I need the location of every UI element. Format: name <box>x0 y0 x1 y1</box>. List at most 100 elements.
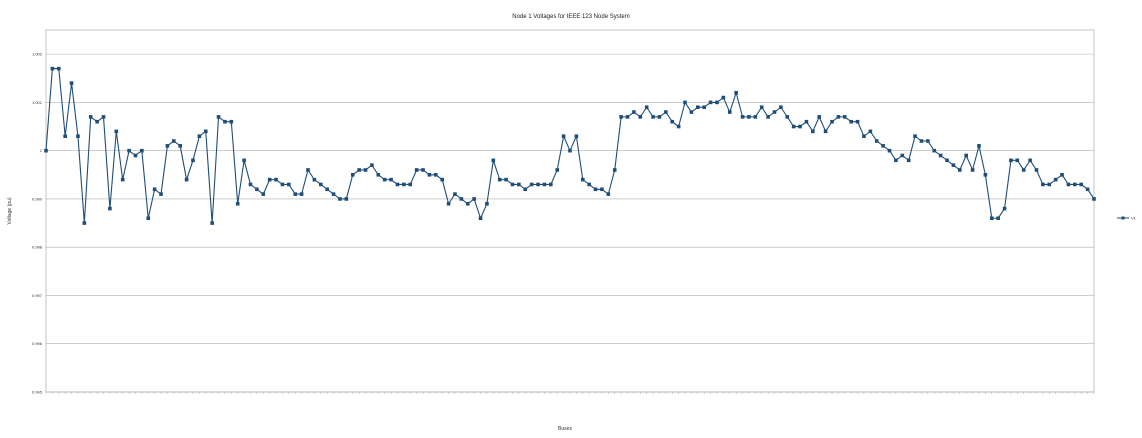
data-point <box>683 100 687 105</box>
y-tick-label: 1.001 <box>32 100 43 105</box>
legend: V1 <box>1117 216 1137 221</box>
data-point <box>772 110 777 114</box>
data-point <box>382 177 387 182</box>
data-point <box>593 187 598 192</box>
data-point <box>229 119 234 124</box>
data-point <box>325 187 329 192</box>
data-point <box>50 66 55 71</box>
data-point <box>849 119 853 124</box>
data-point <box>402 182 406 187</box>
y-tick-label: 1 <box>40 148 43 153</box>
data-point <box>497 177 502 182</box>
data-point <box>152 187 157 192</box>
data-point <box>836 115 841 119</box>
data-point <box>459 197 464 201</box>
data-point <box>779 105 783 110</box>
data-point <box>1009 158 1013 163</box>
data-point <box>1092 197 1096 201</box>
data-point <box>287 182 291 187</box>
data-point <box>56 66 61 71</box>
data-point <box>1041 182 1045 187</box>
data-point <box>344 197 349 201</box>
data-point <box>478 216 483 221</box>
data-point <box>127 148 131 153</box>
data-point <box>338 197 342 201</box>
data-point <box>427 173 432 177</box>
data-point <box>606 192 611 196</box>
data-point <box>331 192 336 196</box>
y-axis-ticks: 0.995 0.996 0.997 0.998 0.999 1 1.001 1.002 <box>32 52 43 395</box>
data-point <box>721 95 726 100</box>
data-point <box>510 182 515 187</box>
data-point <box>625 115 630 119</box>
data-point <box>389 177 393 182</box>
series-markers <box>44 66 1096 225</box>
data-point <box>274 177 278 182</box>
data-point <box>734 90 738 95</box>
data-point <box>370 163 374 167</box>
data-point <box>708 100 713 105</box>
data-point <box>881 144 885 148</box>
data-point <box>280 182 285 187</box>
data-point <box>676 124 681 129</box>
data-point <box>894 158 898 163</box>
y-tick-label: 1.002 <box>32 52 43 57</box>
data-point <box>395 182 400 187</box>
data-point <box>715 100 719 105</box>
data-point <box>913 134 917 138</box>
data-point <box>350 173 355 177</box>
legend-marker <box>1121 216 1125 220</box>
data-point <box>88 115 93 119</box>
data-point <box>178 144 182 148</box>
data-point <box>555 168 560 172</box>
data-point <box>363 168 368 172</box>
data-point <box>376 173 381 177</box>
data-point <box>472 197 476 201</box>
data-point <box>223 119 227 124</box>
data-point <box>114 129 119 134</box>
data-point <box>1002 206 1007 211</box>
data-point <box>664 110 668 114</box>
data-point <box>529 182 534 187</box>
data-point <box>184 177 189 182</box>
data-point <box>798 124 802 129</box>
data-point <box>1073 182 1077 187</box>
data-point <box>1034 168 1039 172</box>
data-point <box>727 110 732 114</box>
data-point <box>989 216 994 221</box>
data-point <box>146 216 151 221</box>
data-point <box>421 168 425 172</box>
data-point <box>951 163 956 167</box>
data-point <box>1021 168 1026 172</box>
data-point <box>120 177 125 182</box>
data-point <box>842 115 847 119</box>
data-point <box>1060 173 1064 177</box>
data-point <box>1047 182 1052 187</box>
data-point <box>926 139 930 143</box>
data-point <box>523 187 528 192</box>
data-point <box>945 158 949 163</box>
data-point <box>900 153 905 158</box>
data-point <box>644 105 649 110</box>
x-axis-ticks <box>45 392 1095 394</box>
data-point <box>82 221 87 225</box>
data-point <box>600 187 604 192</box>
data-point <box>619 115 623 119</box>
data-point <box>657 115 662 119</box>
data-point <box>408 182 413 187</box>
data-point <box>235 201 240 206</box>
data-point <box>696 105 700 110</box>
data-point <box>485 201 489 206</box>
chart-title: Node 1 Voltages for IEEE 123 Node System <box>512 14 629 20</box>
y-tick-label: 0.998 <box>32 245 43 250</box>
data-point <box>414 168 419 172</box>
data-point <box>549 182 553 187</box>
data-point <box>702 105 706 110</box>
data-point <box>517 182 521 187</box>
data-point <box>568 148 572 153</box>
data-point <box>63 134 67 138</box>
data-point <box>958 168 962 172</box>
data-point <box>874 139 879 143</box>
